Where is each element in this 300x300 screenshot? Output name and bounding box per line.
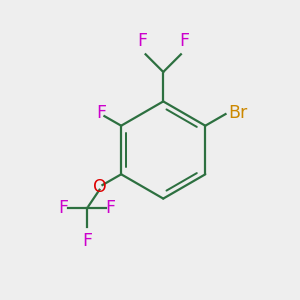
Text: F: F bbox=[137, 32, 147, 50]
Text: F: F bbox=[82, 232, 92, 250]
Text: F: F bbox=[179, 32, 189, 50]
Text: F: F bbox=[96, 104, 106, 122]
Text: O: O bbox=[93, 178, 106, 196]
Text: F: F bbox=[59, 200, 69, 217]
Text: F: F bbox=[105, 200, 115, 217]
Text: Br: Br bbox=[229, 103, 248, 122]
